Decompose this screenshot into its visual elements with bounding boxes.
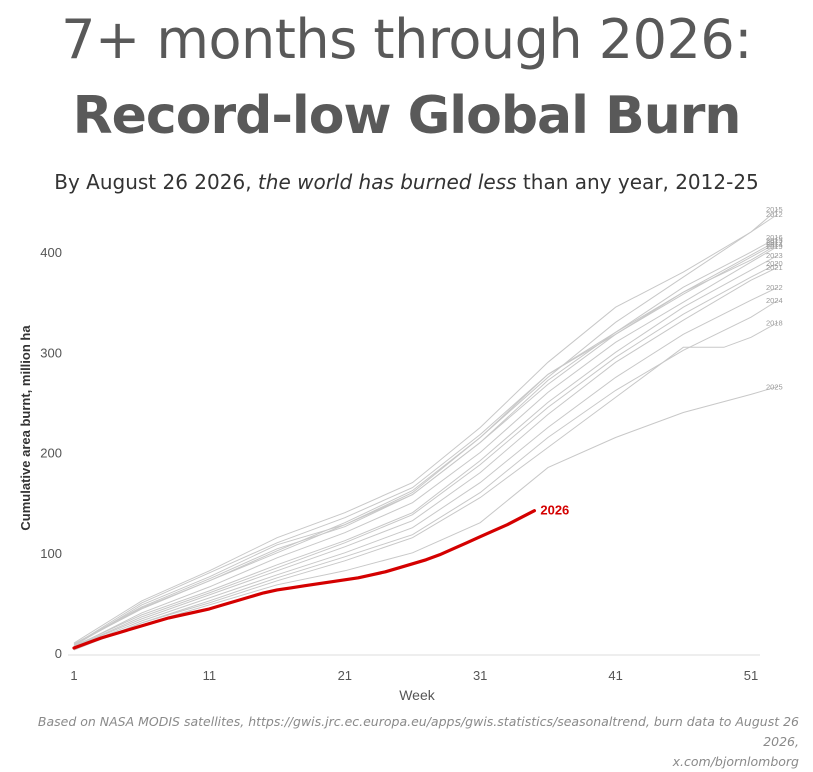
series-label-2016: 2016: [766, 233, 783, 242]
series-label-2026: 2026: [540, 503, 569, 518]
series-line-2021: [73, 266, 779, 648]
subtitle-lead: By August 26 2026,: [54, 170, 258, 194]
y-tick-label: 200: [40, 446, 62, 461]
x-tick-label: 51: [744, 668, 758, 683]
series-label-2022: 2022: [766, 283, 783, 292]
series-label-2012: 2012: [766, 210, 783, 219]
series-label-2014: 2014: [766, 240, 783, 249]
x-tick-label: 21: [338, 668, 352, 683]
series-line-2020: [73, 262, 779, 648]
series-label-2023: 2023: [766, 251, 783, 260]
subtitle-tail: than any year, 2012-25: [516, 170, 759, 194]
source-note-line-1: Based on NASA MODIS satellites, https://…: [37, 714, 799, 749]
x-axis-label: Week: [399, 687, 436, 703]
series-label-2019: 2019: [766, 242, 783, 251]
series-line-2018: [73, 321, 779, 651]
history-series-layer: [73, 208, 779, 651]
subtitle: By August 26 2026, the world has burned …: [0, 168, 813, 196]
highlight-series-layer: 2026: [72, 503, 569, 650]
series-line-2015: [73, 208, 779, 646]
series-label-2020: 2020: [766, 259, 783, 268]
y-tick-label: 400: [40, 245, 62, 260]
series-label-2013: 2013: [766, 236, 783, 245]
series-label-2015: 2015: [766, 205, 783, 214]
series-line-2024: [73, 299, 779, 650]
series-line-2022: [73, 286, 779, 649]
series-line-2013: [73, 239, 779, 645]
series-line-2012: [73, 213, 779, 644]
series-line-2026: [72, 509, 536, 650]
series-label-2024: 2024: [766, 296, 783, 305]
series-line-2017: [73, 241, 779, 646]
x-tick-label: 11: [203, 668, 217, 683]
series-line-2014: [73, 243, 779, 645]
series-line-2023: [73, 254, 779, 647]
y-tick-label: 0: [55, 646, 62, 661]
x-tick-label: 1: [70, 668, 77, 683]
title-line-1: 7+ months through 2026:: [61, 8, 752, 71]
series-label-2018: 2018: [766, 318, 783, 327]
source-note-line-2: x.com/bjornlomborg: [672, 754, 799, 769]
series-label-2017: 2017: [766, 238, 783, 247]
series-line-2019: [73, 245, 779, 648]
subtitle-emphasis: the world has burned less: [257, 170, 517, 194]
series-label-2021: 2021: [766, 263, 783, 272]
series-label-2025: 2025: [766, 382, 783, 391]
x-tick-label: 41: [608, 668, 622, 683]
title-line-2: Record-low Global Burn: [72, 86, 742, 146]
series-line-2025: [73, 385, 779, 650]
y-axis-label: Cumulative area burnt, million ha: [18, 325, 33, 531]
y-tick-label: 100: [40, 546, 62, 561]
x-tick-label: 31: [473, 668, 487, 683]
source-note: Based on NASA MODIS satellites, https://…: [9, 712, 799, 772]
y-tick-label: 300: [40, 345, 62, 360]
